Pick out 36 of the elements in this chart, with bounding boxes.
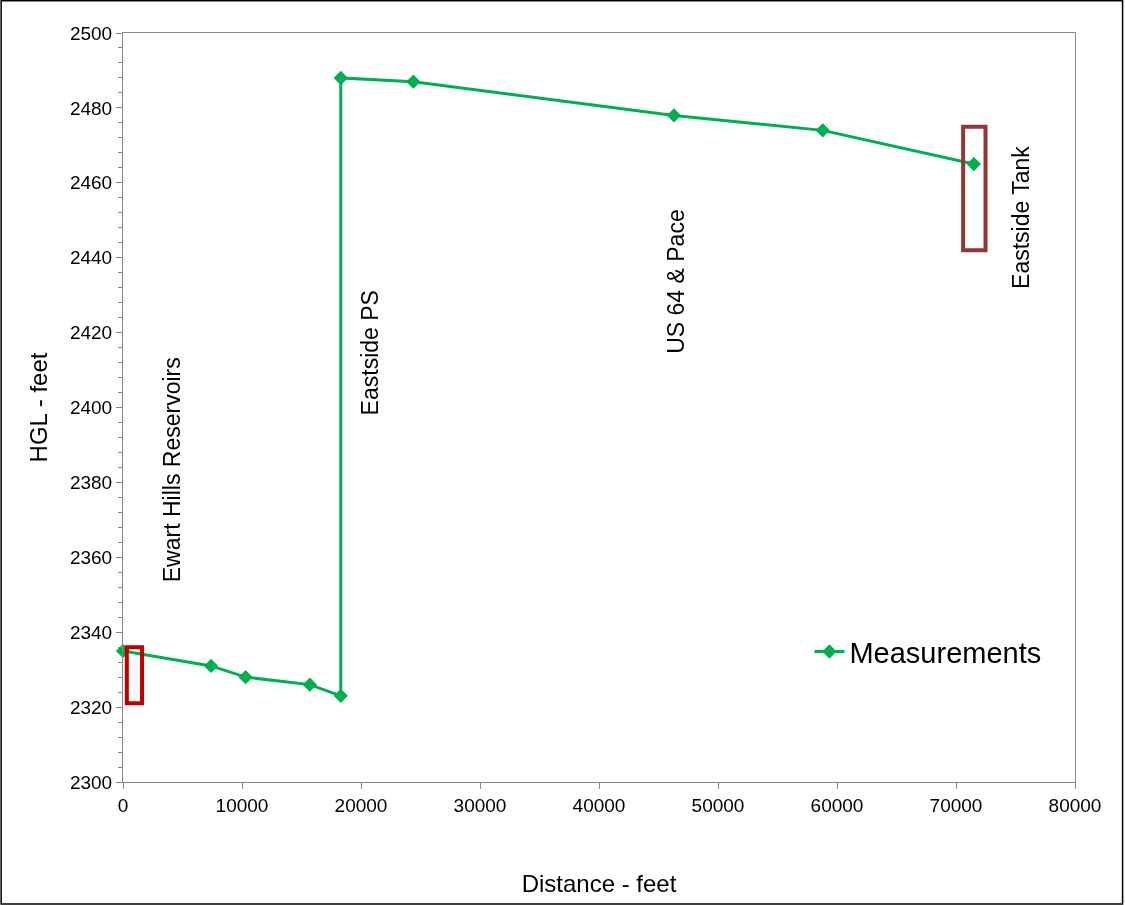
x-tick-label: 40000 bbox=[572, 794, 626, 816]
legend-label: Measurements bbox=[849, 636, 1042, 669]
point bbox=[203, 658, 219, 674]
annotation: US 64 & Pace bbox=[663, 209, 690, 354]
point bbox=[406, 74, 421, 89]
x-tick-label: 70000 bbox=[929, 794, 983, 816]
x-axis-title: Distance - feet bbox=[521, 870, 677, 898]
x-tick-label: 0 bbox=[117, 794, 129, 816]
point bbox=[333, 70, 348, 86]
x-tick-label: 20000 bbox=[334, 794, 388, 816]
annotation: Eastside Tank bbox=[1008, 145, 1035, 289]
x-tick-label: 50000 bbox=[691, 794, 745, 816]
y-tick-label: 2420 bbox=[69, 322, 113, 344]
point bbox=[815, 123, 830, 138]
y-tick-label: 2360 bbox=[69, 546, 113, 568]
x-tick-label: 30000 bbox=[453, 794, 507, 816]
y-tick-label: 2440 bbox=[69, 247, 113, 269]
point bbox=[333, 688, 348, 704]
y-tick-label: 2300 bbox=[69, 771, 113, 793]
annotation: Ewart Hills Reservoirs bbox=[158, 357, 185, 583]
y-tick-label: 2460 bbox=[69, 172, 113, 194]
x-tick-label: 80000 bbox=[1048, 794, 1102, 816]
point bbox=[302, 677, 317, 692]
annotation: Eastside PS bbox=[356, 290, 383, 416]
y-tick-label: 2480 bbox=[69, 97, 113, 119]
x-tick-label: 60000 bbox=[810, 794, 864, 816]
y-tick-label: 2320 bbox=[69, 696, 113, 718]
y-tick-label: 2380 bbox=[69, 472, 113, 494]
y-tick-label: 2400 bbox=[69, 397, 113, 419]
y-tick-label: 2500 bbox=[69, 22, 113, 44]
y-axis-title: HGL - feet bbox=[25, 352, 53, 463]
point bbox=[238, 669, 253, 685]
point bbox=[966, 156, 981, 172]
point bbox=[666, 108, 682, 123]
y-tick-label: 2340 bbox=[69, 621, 113, 643]
x-tick-label: 10000 bbox=[215, 794, 269, 816]
